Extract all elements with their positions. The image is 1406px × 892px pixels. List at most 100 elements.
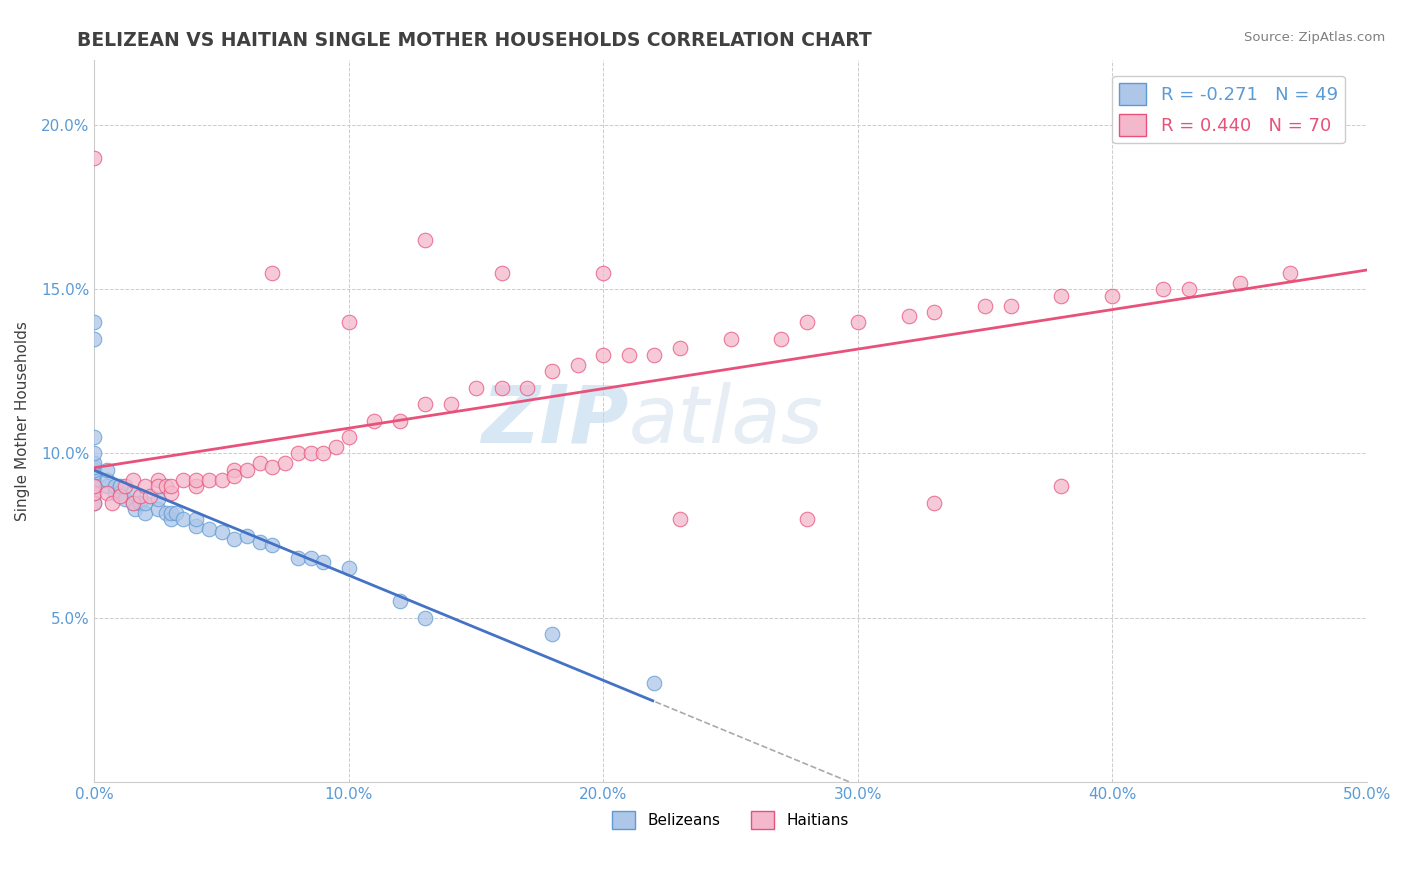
Point [172, 473, 194, 487]
Point [159, 512, 181, 526]
Point [224, 463, 246, 477]
Point [262, 266, 284, 280]
Point [96, 479, 118, 493]
Point [922, 305, 945, 319]
Point [1229, 276, 1251, 290]
Point [159, 506, 181, 520]
Point [363, 414, 385, 428]
Point [134, 496, 156, 510]
Point [83, 430, 105, 444]
Point [83, 466, 105, 480]
Point [897, 309, 920, 323]
Point [337, 561, 360, 575]
Point [83, 496, 105, 510]
Point [114, 492, 136, 507]
Point [83, 151, 105, 165]
Point [83, 479, 105, 493]
Point [96, 463, 118, 477]
Point [124, 502, 146, 516]
Point [274, 456, 297, 470]
Point [146, 492, 169, 507]
Point [165, 506, 187, 520]
Point [770, 332, 793, 346]
Point [104, 479, 127, 493]
Point [83, 486, 105, 500]
Point [643, 348, 665, 362]
Point [668, 512, 690, 526]
Point [146, 479, 169, 493]
Point [236, 528, 259, 542]
Point [287, 446, 309, 460]
Point [299, 551, 322, 566]
Point [388, 414, 411, 428]
Point [974, 299, 997, 313]
Point [465, 381, 488, 395]
Point [159, 479, 181, 493]
Point [198, 522, 221, 536]
Point [299, 446, 322, 460]
Point [312, 446, 335, 460]
Point [262, 459, 284, 474]
Point [796, 512, 818, 526]
Point [186, 473, 208, 487]
Point [108, 486, 131, 500]
Point [337, 430, 360, 444]
Point [121, 473, 143, 487]
Point [83, 332, 105, 346]
Point [1101, 289, 1123, 303]
Point [796, 315, 818, 329]
Point [312, 555, 335, 569]
Point [1177, 282, 1199, 296]
Point [129, 496, 152, 510]
Point [236, 463, 259, 477]
Point [491, 381, 513, 395]
Point [108, 489, 131, 503]
Point [121, 496, 143, 510]
Point [617, 348, 640, 362]
Point [592, 266, 614, 280]
Point [720, 332, 742, 346]
Point [1152, 282, 1174, 296]
Y-axis label: Single Mother Households: Single Mother Households [15, 321, 30, 521]
Point [1279, 266, 1302, 280]
Point [262, 538, 284, 552]
Point [83, 459, 105, 474]
Text: atlas: atlas [628, 382, 824, 459]
Point [249, 456, 271, 470]
Point [249, 535, 271, 549]
Point [155, 506, 177, 520]
Point [567, 358, 589, 372]
Point [668, 342, 690, 356]
Point [83, 446, 105, 460]
Point [337, 315, 360, 329]
Point [96, 473, 118, 487]
Point [224, 469, 246, 483]
Point [491, 266, 513, 280]
Point [108, 479, 131, 493]
Point [846, 315, 869, 329]
Point [186, 479, 208, 493]
Point [83, 456, 105, 470]
Point [1050, 289, 1073, 303]
Point [922, 496, 945, 510]
Point [643, 676, 665, 690]
Point [146, 502, 169, 516]
Point [541, 364, 564, 378]
Point [1000, 299, 1022, 313]
Point [83, 486, 105, 500]
Point [224, 532, 246, 546]
Point [121, 496, 143, 510]
Point [155, 479, 177, 493]
Point [172, 512, 194, 526]
Point [211, 525, 233, 540]
Point [413, 397, 436, 411]
Point [139, 489, 162, 503]
Point [388, 594, 411, 608]
Point [134, 506, 156, 520]
Point [96, 486, 118, 500]
Point [1050, 479, 1073, 493]
Point [211, 473, 233, 487]
Point [186, 512, 208, 526]
Point [541, 627, 564, 641]
Point [83, 479, 105, 493]
